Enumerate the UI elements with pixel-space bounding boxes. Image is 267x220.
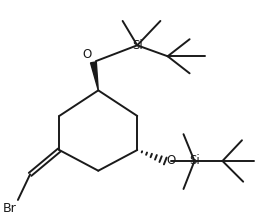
Text: O: O (166, 154, 176, 167)
Text: O: O (83, 48, 92, 61)
Text: Si: Si (189, 154, 200, 167)
Text: Br: Br (3, 202, 17, 215)
Polygon shape (91, 62, 98, 90)
Text: Si: Si (132, 39, 143, 52)
